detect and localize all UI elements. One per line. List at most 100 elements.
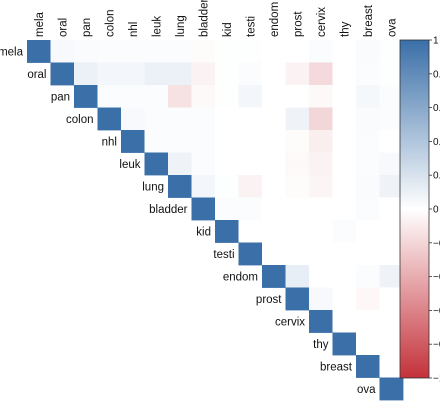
heatmap-cell-mela-testi (238, 40, 263, 63)
column-label-kid: kid (222, 22, 234, 37)
heatmap-cell-bladder-endom (262, 197, 286, 221)
heatmap-cell-leuk-breast (356, 152, 380, 176)
heatmap-cell-colon-leuk (144, 107, 169, 131)
heatmap-cell-nhl-nhl (121, 130, 145, 153)
heatmap-cell-testi-thy (332, 242, 357, 266)
heatmap-cells (27, 40, 404, 401)
row-label-thy: thy (313, 339, 329, 351)
heatmap-cell-leuk-endom (262, 152, 286, 176)
column-label-thy: thy (339, 21, 351, 37)
column-label-ova: ova (386, 18, 398, 37)
heatmap-cell-colon-thy (332, 107, 357, 131)
heatmap-cell-endom-prost (285, 265, 310, 288)
heatmap-cell-kid-ova (379, 220, 404, 243)
heatmap-cell-kid-endom (262, 220, 286, 243)
heatmap-cell-prost-breast (356, 287, 380, 311)
heatmap-cell-testi-breast (356, 242, 380, 266)
heatmap-cell-leuk-prost (285, 152, 310, 176)
heatmap-cell-nhl-cervix (309, 130, 333, 153)
column-label-lung: lung (175, 15, 187, 37)
colorbar-tick-label: 1 (433, 36, 439, 47)
row-label-breast: breast (320, 361, 353, 373)
heatmap-cell-thy-breast (356, 332, 380, 356)
colorbar-gradient (399, 39, 430, 379)
heatmap-cell-lung-endom (262, 175, 286, 198)
column-label-endom: endom (269, 2, 281, 37)
heatmap-cell-mela-mela (27, 40, 51, 63)
heatmap-cell-colon-breast (356, 107, 380, 131)
heatmap-cell-testi-endom (262, 242, 286, 266)
heatmap-cell-kid-cervix (309, 220, 333, 243)
heatmap-cell-bladder-prost (285, 197, 310, 221)
heatmap-cell-mela-oral (50, 40, 75, 63)
heatmap-cell-endom-breast (356, 265, 380, 288)
colorbar-tick-label: 0.2 (433, 171, 440, 182)
heatmap-cell-colon-nhl (121, 107, 145, 131)
heatmap-cell-oral-colon (97, 62, 122, 86)
heatmap-cell-leuk-thy (332, 152, 357, 176)
heatmap-cell-nhl-kid (215, 130, 239, 153)
column-label-colon: colon (104, 10, 116, 38)
heatmap-cell-lung-cervix (309, 175, 333, 198)
colorbar-tick-label: 0.8 (433, 69, 440, 80)
heatmap-cell-endom-ova (379, 265, 404, 288)
heatmap-cell-testi-ova (379, 242, 404, 266)
column-label-pan: pan (81, 18, 93, 37)
colorbar-tick-label: −0.2 (433, 238, 440, 249)
heatmap-cell-lung-prost (285, 175, 310, 198)
heatmap-cell-oral-kid (215, 62, 239, 86)
heatmap-cell-leuk-ova (379, 152, 404, 176)
heatmap-cell-bladder-cervix (309, 197, 333, 221)
heatmap-cell-kid-thy (332, 220, 357, 243)
heatmap-cell-thy-ova (379, 332, 404, 356)
heatmap-cell-thy-thy (332, 332, 357, 356)
heatmap-cell-oral-testi (238, 62, 263, 86)
heatmap-cell-pan-thy (332, 85, 357, 108)
heatmap-cell-prost-thy (332, 287, 357, 311)
heatmap-cell-mela-leuk (144, 40, 169, 63)
heatmap-cell-mela-nhl (121, 40, 145, 63)
heatmap-cell-colon-prost (285, 107, 310, 131)
colorbar-tick-label: −0.6 (433, 306, 440, 317)
heatmap-cell-nhl-prost (285, 130, 310, 153)
heatmap-cell-pan-breast (356, 85, 380, 108)
heatmap-cell-pan-prost (285, 85, 310, 108)
heatmap-cell-bladder-testi (238, 197, 263, 221)
heatmap-cell-leuk-lung (168, 152, 192, 176)
heatmap-cell-cervix-ova (379, 310, 404, 333)
heatmap-cell-oral-lung (168, 62, 192, 86)
heatmap-cell-nhl-lung (168, 130, 192, 153)
heatmap-cell-mela-bladder (191, 40, 216, 63)
heatmap-cell-mela-colon (97, 40, 122, 63)
heatmap-cell-lung-kid (215, 175, 239, 198)
heatmap-cell-ova-ova (379, 377, 404, 401)
heatmap-cell-testi-prost (285, 242, 310, 266)
row-label-mela: mela (0, 46, 24, 58)
heatmap-cell-mela-breast (356, 40, 380, 63)
heatmap-cell-cervix-cervix (309, 310, 333, 333)
heatmap-cell-mela-pan (74, 40, 98, 63)
colorbar: −1 −0.8 −0.6 −0.4 −0.2 0 0.2 0.4 0.6 0.8 1 (399, 36, 440, 385)
column-labels: mela oral pan colon nhl leuk lung bladder kid tes… (34, 0, 399, 37)
heatmap-cell-oral-bladder (191, 62, 216, 86)
heatmap-cell-nhl-ova (379, 130, 404, 153)
heatmap-cell-endom-thy (332, 265, 357, 288)
heatmap-cell-pan-testi (238, 85, 263, 108)
heatmap-cell-oral-nhl (121, 62, 145, 86)
heatmap-cell-leuk-testi (238, 152, 263, 176)
heatmap-cell-colon-testi (238, 107, 263, 131)
heatmap-cell-mela-cervix (309, 40, 333, 63)
heatmap-cell-lung-lung (168, 175, 192, 198)
colorbar-tick-label: −1 (433, 374, 440, 385)
row-label-endom: endom (223, 271, 258, 283)
row-label-kid: kid (196, 226, 211, 238)
heatmap-cell-cervix-breast (356, 310, 380, 333)
heatmap-cell-mela-thy (332, 40, 357, 63)
row-label-lung: lung (142, 181, 164, 193)
row-label-prost: prost (256, 294, 282, 306)
heatmap-cell-colon-lung (168, 107, 192, 131)
heatmap-cell-mela-endom (262, 40, 286, 63)
column-label-bladder: bladder (198, 0, 210, 37)
heatmap-cell-nhl-bladder (191, 130, 216, 153)
